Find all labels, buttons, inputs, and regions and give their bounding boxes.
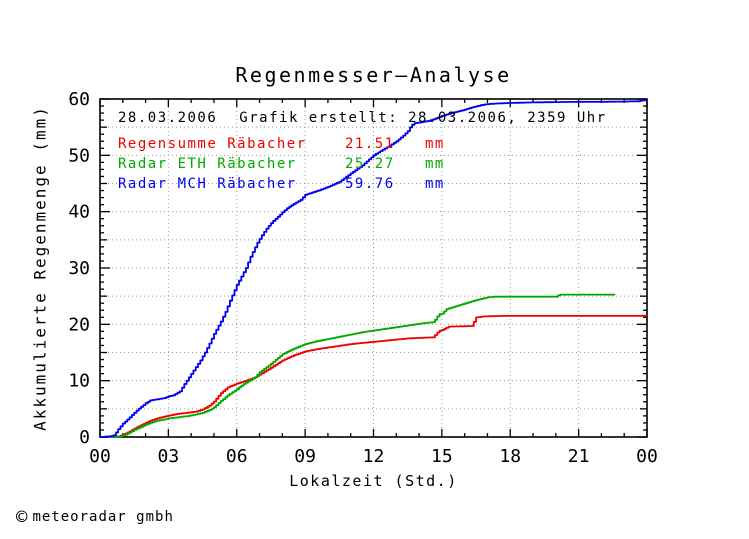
x-tick-label: 06 <box>226 446 248 467</box>
y-tick-label: 0 <box>79 427 90 448</box>
series-line-1 <box>100 293 616 438</box>
y-tick-label: 30 <box>68 258 90 279</box>
y-tick-label: 10 <box>68 371 90 392</box>
x-tick-label: 09 <box>294 446 316 467</box>
x-tick-label: 00 <box>89 446 111 467</box>
chart-title: Regenmesser—Analyse <box>235 63 512 87</box>
y-tick-label: 20 <box>68 314 90 335</box>
legend-label: Radar MCH Räbacher <box>118 176 297 192</box>
legend-row-rain-gauge: Regensumme Räbacher 21.51 mm <box>118 136 588 156</box>
copyright-line: © meteoradar gmbh <box>16 506 174 528</box>
info-line: 28.03.2006 Grafik erstellt: 28.03.2006, 2… <box>118 110 607 126</box>
legend-unit: mm <box>425 156 445 172</box>
legend-unit: mm <box>425 136 445 152</box>
legend-unit: mm <box>425 176 445 192</box>
series-line-2 <box>100 99 647 438</box>
legend-label: Radar ETH Räbacher <box>118 156 297 172</box>
x-axis-title: Lokalzeit (Std.) <box>289 472 458 490</box>
legend-row-radar-eth: Radar ETH Räbacher 25.27 mm <box>118 156 588 176</box>
legend: Regensumme Räbacher 21.51 mm Radar ETH R… <box>118 136 588 196</box>
x-tick-label: 12 <box>363 446 385 467</box>
created-timestamp: Grafik erstellt: 28.03.2006, 2359 Uhr <box>239 110 607 126</box>
x-tick-label: 03 <box>158 446 180 467</box>
legend-value: 21.51 <box>345 136 395 152</box>
legend-value: 25.27 <box>345 156 395 172</box>
station-date: 28.03.2006 <box>118 110 218 126</box>
legend-label: Regensumme Räbacher <box>118 136 307 152</box>
x-tick-label: 21 <box>568 446 590 467</box>
y-axis-title: Akkumulierte Regenmenge (mm) <box>30 105 50 431</box>
company-name: meteoradar gmbh <box>32 509 174 525</box>
y-tick-label: 50 <box>68 145 90 166</box>
legend-row-radar-mch: Radar MCH Räbacher 59.76 mm <box>118 176 588 196</box>
copyright-icon: © <box>16 506 28 528</box>
series-line-0 <box>100 314 647 438</box>
y-tick-label: 40 <box>68 202 90 223</box>
x-tick-label: 15 <box>431 446 453 467</box>
x-tick-label: 18 <box>499 446 521 467</box>
legend-value: 59.76 <box>345 176 395 192</box>
y-tick-label: 60 <box>68 89 90 110</box>
x-tick-label: 00 <box>636 446 658 467</box>
